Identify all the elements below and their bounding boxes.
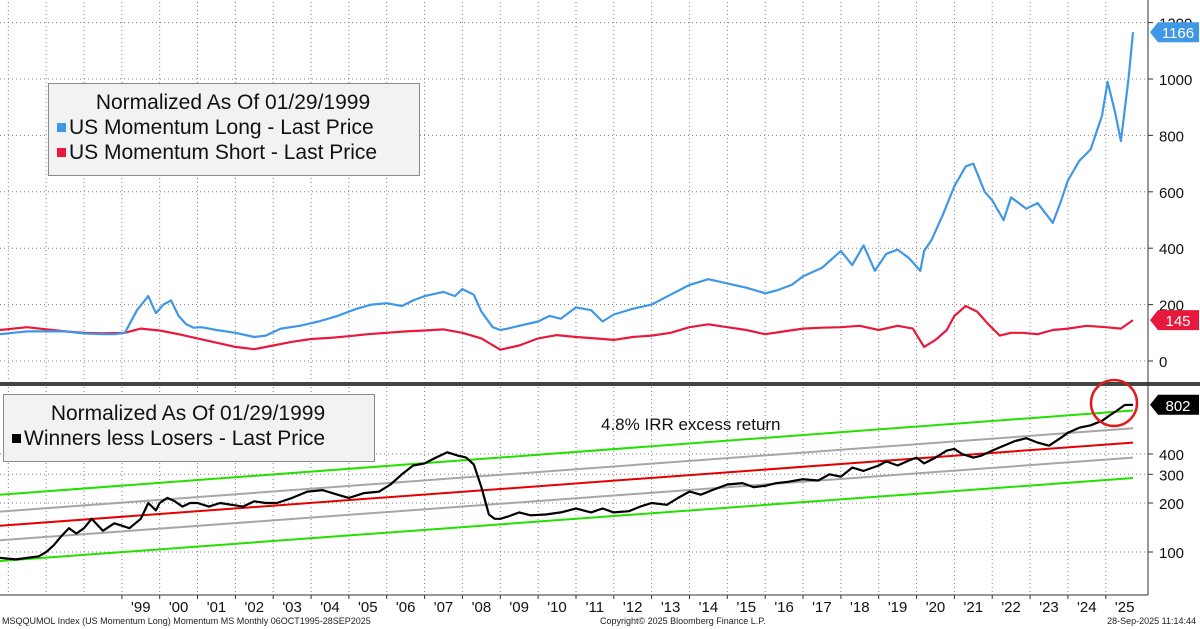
series-channel-line xyxy=(0,409,1134,496)
legend-item-long: US Momentum Long - Last Price xyxy=(57,115,409,140)
x-tick-label: '05 xyxy=(358,599,378,616)
y-tick-label: 400 xyxy=(1159,241,1184,258)
y-tick-label: 800 xyxy=(1159,128,1184,145)
last-label-winners-box xyxy=(1150,394,1199,415)
y-tick-label: 1000 xyxy=(1159,72,1192,89)
grid xyxy=(0,2,1148,594)
x-tick-label: '02 xyxy=(245,599,265,616)
last-label-long-box xyxy=(1150,22,1199,43)
x-tick-label: '23 xyxy=(1039,599,1059,616)
legend-title: Normalized As Of 01/29/1999 xyxy=(50,402,326,425)
x-tick-label: '06 xyxy=(396,599,416,616)
x-tick-label: '04 xyxy=(320,599,340,616)
series-long-line xyxy=(0,32,1135,339)
last-label-long-text: 1166 xyxy=(1162,25,1194,42)
x-tick-label: '10 xyxy=(547,599,567,616)
x-tick-label: '00 xyxy=(169,599,189,616)
y-tick-label: 300 xyxy=(1159,467,1184,484)
legend-swatch-short xyxy=(57,148,66,157)
x-tick-label: '15 xyxy=(737,599,757,616)
legend-item-short: US Momentum Short - Last Price xyxy=(57,140,409,165)
y-tick-label: 0 xyxy=(1159,354,1167,371)
footer-timestamp: 28-Sep-2025 11:14:44 xyxy=(1107,616,1196,626)
x-tick-label: '18 xyxy=(850,599,870,616)
x-tick-label: '22 xyxy=(1001,599,1021,616)
last-label-long: 1166 xyxy=(1150,22,1199,43)
x-tick-label: '20 xyxy=(926,599,946,616)
y-tick-label: 600 xyxy=(1159,185,1184,202)
x-tick-label: '13 xyxy=(661,599,681,616)
last-label-short: 145 xyxy=(1150,310,1199,331)
y-tick-label: 200 xyxy=(1159,496,1184,513)
series-band-line xyxy=(0,456,1134,542)
series-winners-losers-line xyxy=(0,403,1134,561)
last-label-winners: 802 xyxy=(1150,394,1199,415)
last-value-labels: 1166 145 802 xyxy=(1150,22,1199,415)
x-tick-label: '12 xyxy=(623,599,643,616)
series-channel-line xyxy=(0,477,1134,562)
footer-copyright: Copyright© 2025 Bloomberg Finance L.P. xyxy=(600,616,766,626)
x-tick-label: '07 xyxy=(434,599,454,616)
legend-label-winners: Winners less Losers - Last Price xyxy=(24,427,326,450)
legend-label-short: US Momentum Short - Last Price xyxy=(69,141,378,164)
irr-annotation: 4.8% IRR excess return xyxy=(601,415,781,434)
x-tick-label: '01 xyxy=(207,599,227,616)
series-short-line xyxy=(0,304,1134,351)
footer-source: MSQQUMOL Index (US Momentum Long) Moment… xyxy=(2,616,371,626)
x-tick-label: '99 xyxy=(131,599,151,616)
series-lines xyxy=(0,32,1135,562)
series-trend-line xyxy=(0,441,1134,527)
x-tick-label: '09 xyxy=(509,599,529,616)
last-label-short-text: 145 xyxy=(1165,313,1190,330)
y-tick-label: 400 xyxy=(1159,447,1184,464)
last-label-winners-text: 802 xyxy=(1165,398,1190,415)
x-tick-label: '03 xyxy=(282,599,302,616)
legend-title: Normalized As Of 01/29/1999 xyxy=(95,91,371,114)
legend-swatch-winners xyxy=(12,434,21,443)
legend-label-long: US Momentum Long - Last Price xyxy=(69,116,374,139)
highlight-circle xyxy=(1089,378,1139,428)
x-tick-label: '14 xyxy=(699,599,719,616)
y-tick-label: 100 xyxy=(1159,545,1184,562)
x-tick-label: '16 xyxy=(774,599,794,616)
x-tick-label: '21 xyxy=(964,599,984,616)
x-tick-label: '08 xyxy=(472,599,492,616)
x-tick-label: '25 xyxy=(1115,599,1135,616)
legend-bottom: Normalized As Of 01/29/1999 Winners less… xyxy=(3,394,375,462)
x-tick-label: '19 xyxy=(888,599,908,616)
series-band-line xyxy=(0,427,1134,513)
x-tick-label: '24 xyxy=(1077,599,1097,616)
legend-item-winners: Winners less Losers - Last Price xyxy=(12,426,364,451)
legend-top: Normalized As Of 01/29/1999 US Momentum … xyxy=(48,83,420,176)
x-tick-label: '11 xyxy=(586,599,604,616)
legend-swatch-long xyxy=(57,123,66,132)
footer: MSQQUMOL Index (US Momentum Long) Moment… xyxy=(0,614,1200,629)
last-label-short-box xyxy=(1150,310,1199,331)
x-tick-label: '17 xyxy=(812,599,832,616)
